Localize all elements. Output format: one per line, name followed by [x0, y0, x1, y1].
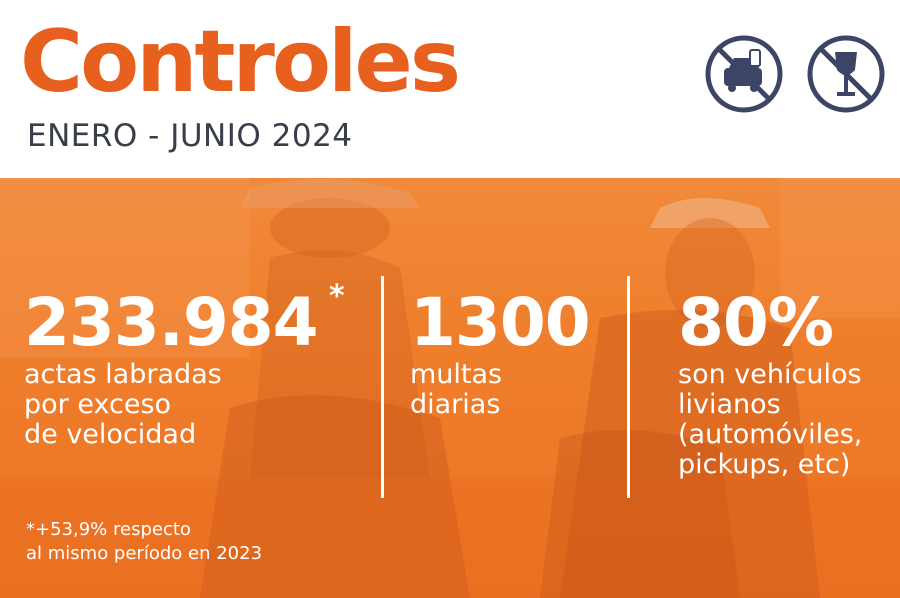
no-phone-while-driving-icon: [705, 35, 783, 113]
stat-label-line: livianos: [678, 389, 781, 420]
page-title: Controles: [20, 12, 461, 112]
no-alcohol-icon: [807, 35, 885, 113]
divider: [627, 276, 630, 498]
stat-label-line: pickups, etc): [678, 449, 851, 480]
stat-label-line: multas: [410, 359, 503, 390]
header: Controles ENERO - JUNIO 2024: [0, 0, 900, 178]
footnote-marker: *: [329, 279, 345, 314]
stat-speed-tickets: 233.984 * actas labradas por exceso de v…: [24, 282, 345, 450]
background-photo: [0, 178, 900, 598]
stat-light-vehicles: 80% son vehículos livianos (automóviles,…: [678, 288, 862, 480]
stat-label-line: de velocidad: [24, 419, 197, 450]
stat-value: 80%: [678, 284, 834, 361]
stat-label-line: actas labradas: [24, 359, 222, 390]
stat-label-line: diarias: [410, 389, 501, 420]
stat-daily-fines: 1300 multas diarias: [410, 284, 591, 420]
stat-label-line: (automóviles,: [678, 419, 863, 450]
stats-banner: 233.984 * actas labradas por exceso de v…: [0, 178, 900, 598]
footnote-line: *+53,9% respecto: [26, 519, 191, 540]
footnote-line: al mismo período en 2023: [26, 543, 263, 564]
stat-label-line: por exceso: [24, 389, 172, 420]
stat-value: 1300: [410, 284, 591, 361]
stat-label-line: son vehículos: [678, 359, 862, 390]
period-subtitle: ENERO - JUNIO 2024: [27, 118, 353, 154]
divider: [381, 276, 384, 498]
stat-value: 233.984: [24, 284, 319, 361]
footnote: *+53,9% respecto al mismo período en 202…: [26, 518, 262, 566]
